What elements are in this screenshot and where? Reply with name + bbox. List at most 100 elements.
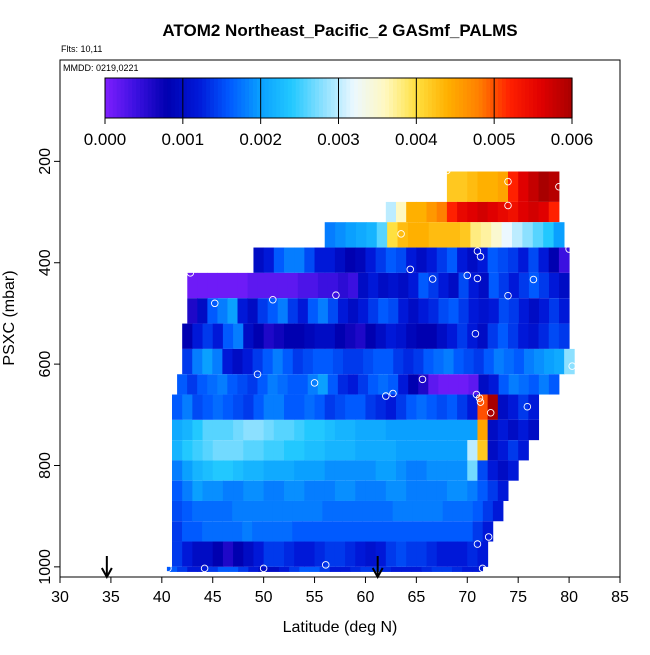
colorbar-swatch	[361, 78, 367, 118]
heatmap-cell	[217, 272, 228, 299]
heatmap-cell	[468, 272, 480, 299]
heatmap-cell	[497, 171, 509, 202]
heatmap-cell	[342, 500, 353, 522]
heatmap-cell	[197, 298, 208, 324]
heatmap-cell	[392, 500, 404, 522]
heatmap-cell	[436, 323, 448, 349]
heatmap-cell	[322, 521, 333, 542]
heatmap-cell	[392, 521, 404, 542]
heatmap-cell	[436, 480, 448, 501]
heatmap-cell	[334, 480, 346, 501]
heatmap-cell	[355, 419, 366, 441]
heatmap-cell	[458, 272, 470, 299]
heatmap-cell	[187, 374, 198, 395]
colorbar-swatch	[194, 78, 199, 118]
heatmap-cell	[513, 348, 525, 375]
heatmap-cell	[383, 348, 394, 375]
heatmap-cell	[467, 247, 478, 273]
heatmap-cell	[458, 374, 469, 395]
heatmap-cell	[314, 323, 326, 349]
sample-point	[332, 291, 340, 299]
heatmap-cell	[564, 348, 575, 375]
heatmap-cell	[292, 500, 303, 522]
heatmap-cell	[416, 541, 428, 567]
x-tick-label: 50	[255, 589, 273, 606]
heatmap-cell	[324, 222, 336, 248]
heatmap-cell	[197, 374, 208, 395]
colorbar-swatch	[463, 78, 468, 118]
heatmap-cell	[355, 460, 366, 481]
heatmap-cell	[319, 566, 331, 572]
heatmap-cell	[508, 419, 519, 441]
heatmap-cell	[508, 374, 520, 395]
heatmap-cell	[242, 521, 253, 542]
heatmap-cell	[477, 480, 489, 501]
x-axis: 30 35 40 45 50 55 60 65 70 75 80 85	[51, 577, 629, 606]
heatmap-cell	[243, 394, 254, 420]
colorbar-swatch	[420, 78, 425, 118]
heatmap-cell	[345, 541, 356, 567]
heatmap-cell	[468, 298, 480, 324]
heatmap-cell	[477, 541, 489, 567]
heatmap-cell	[467, 460, 478, 481]
heatmap-cell	[375, 440, 387, 461]
heatmap-cell	[467, 440, 478, 461]
heatmap-cell	[332, 500, 343, 522]
heatmap-cell	[467, 394, 478, 420]
chart-title: ATOM2 Northeast_Pacific_2 GASmf_PALMS	[162, 21, 517, 40]
colorbar-swatch	[424, 78, 429, 118]
heatmap-cell	[272, 500, 283, 522]
heatmap-cell	[528, 323, 540, 349]
x-tick-label: 85	[611, 589, 629, 606]
sample-point	[200, 564, 209, 573]
heatmap-cell	[192, 541, 204, 567]
heatmap-cell	[446, 460, 458, 481]
heatmap-cell	[297, 272, 309, 299]
heatmap-cell	[396, 201, 407, 223]
heatmap-cell	[416, 323, 428, 349]
colorbar-swatch	[428, 78, 433, 118]
heatmap-cell	[252, 500, 263, 522]
colorbar-swatch	[280, 78, 285, 118]
heatmap-cell	[332, 521, 343, 542]
heatmap-cell	[337, 272, 349, 299]
colorbar-swatch	[342, 78, 347, 118]
sample-point	[478, 564, 487, 573]
heatmap-cell	[284, 419, 295, 441]
sample-point	[389, 389, 397, 398]
heatmap-cell	[307, 374, 319, 395]
heatmap-cell	[375, 460, 387, 481]
heatmap-cell	[314, 440, 326, 461]
heatmap-cell	[263, 419, 275, 441]
heatmap-cell	[528, 272, 540, 299]
heatmap-cell	[497, 460, 509, 481]
heatmap-cell	[237, 374, 248, 395]
colorbar-swatch	[147, 78, 153, 118]
heatmap-cell	[197, 272, 208, 299]
heatmap-cell	[347, 374, 359, 395]
heatmap-cell	[396, 247, 407, 273]
heatmap-cell	[382, 500, 394, 522]
heatmap-cell	[345, 440, 356, 461]
colorbar-swatch	[155, 78, 161, 118]
heatmap-cell	[457, 541, 468, 567]
heatmap-cell	[438, 272, 450, 299]
colorbar-swatch	[513, 78, 519, 118]
colorbar-swatch	[466, 78, 472, 118]
heatmap-cell	[192, 521, 203, 542]
heatmap-cell	[365, 440, 377, 461]
colorbar-ticks: 0.000 0.001 0.002 0.003 0.004 0.005 0.006	[84, 78, 593, 149]
sample-point	[555, 182, 563, 191]
heatmap-cell	[273, 541, 285, 567]
heatmap-cell	[327, 272, 339, 299]
sample-point	[565, 245, 573, 253]
heatmap-cell	[488, 298, 500, 324]
heatmap-cell	[337, 374, 349, 395]
heatmap-cell	[436, 460, 448, 481]
colorbar-swatch	[268, 78, 273, 118]
sample-point	[473, 247, 482, 255]
heatmap-cell	[446, 171, 458, 202]
heatmap-cell	[385, 440, 397, 461]
heatmap-cell	[314, 541, 326, 567]
